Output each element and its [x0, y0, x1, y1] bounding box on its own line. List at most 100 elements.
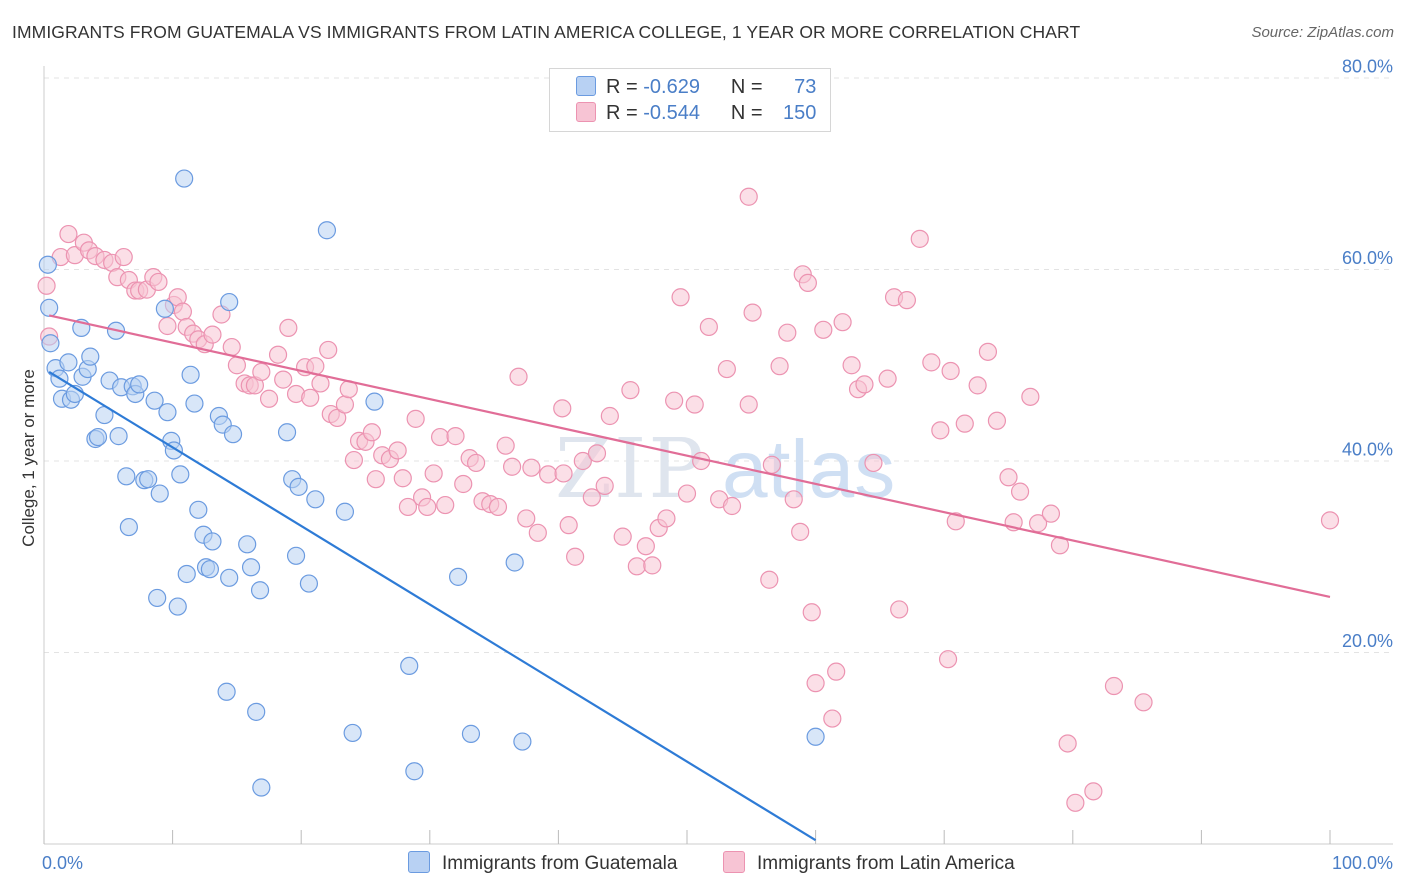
guatemala-point — [158, 403, 177, 422]
series-legend-guatemala: Immigrants from Guatemala — [408, 851, 677, 875]
latin-america-point — [388, 441, 407, 460]
guatemala-point — [139, 470, 158, 489]
latin-america-point — [595, 476, 614, 495]
latin-america-point — [1021, 387, 1040, 406]
guatemala-point — [150, 484, 169, 503]
latin-america-point — [827, 662, 846, 681]
latin-america-point — [582, 488, 601, 507]
latin-america-point — [978, 342, 998, 361]
y-axis-label: College, 1 year or more — [19, 369, 38, 547]
latin-america-point — [1134, 693, 1153, 712]
guatemala-point — [40, 298, 59, 317]
guatemala-point — [286, 546, 306, 565]
x-tick-labels: 0.0% 100.0% — [42, 853, 1393, 873]
guatemala-point — [88, 427, 108, 447]
guatemala-point — [335, 502, 355, 521]
trend-line-guatemala — [48, 371, 817, 842]
series-legend-swatch-pink — [723, 851, 745, 873]
latin-america-point — [671, 288, 690, 307]
latin-america-point — [627, 557, 646, 576]
latin-america-point — [922, 353, 941, 372]
latin-america-point — [301, 388, 320, 407]
latin-america-point — [600, 406, 619, 426]
guatemala-point — [238, 535, 257, 554]
axes — [43, 66, 1393, 845]
guatemala-point — [289, 477, 308, 496]
guatemala-point — [513, 732, 532, 751]
latin-america-point — [717, 359, 736, 379]
latin-america-point — [743, 303, 762, 322]
latin-america-point — [335, 395, 355, 414]
latin-america-point — [446, 427, 465, 446]
watermark: ZIP atlas — [555, 422, 895, 517]
series-guatemala-points — [38, 169, 825, 797]
guatemala-point — [405, 762, 424, 781]
latin-america-point — [454, 474, 473, 494]
latin-america-point — [931, 421, 950, 440]
chart-title: IMMIGRANTS FROM GUATEMALA VS IMMIGRANTS … — [12, 22, 1081, 42]
latin-america-point — [203, 325, 222, 344]
latin-america-point — [430, 427, 450, 447]
latin-america-point — [987, 411, 1007, 430]
latin-america-point — [393, 469, 412, 488]
latin-america-point — [418, 497, 437, 517]
guatemala-point — [223, 425, 243, 444]
latin-america-point — [279, 318, 298, 338]
latin-america-point — [1041, 504, 1061, 523]
latin-america-point — [739, 187, 758, 206]
latin-america-point — [791, 522, 810, 541]
x-tick-label: 100.0% — [1332, 853, 1393, 873]
guatemala-point — [220, 292, 239, 312]
latin-america-point — [833, 313, 852, 332]
latin-america-point — [677, 484, 697, 503]
latin-america-point — [319, 340, 338, 360]
series-latin-america-points — [37, 187, 1340, 812]
guatemala-point — [250, 581, 270, 600]
legend-row-guatemala: R = -0.629 N = 73 — [576, 76, 816, 100]
latin-america-point — [503, 457, 522, 476]
latin-america-point — [173, 302, 192, 321]
latin-america-point — [941, 361, 960, 381]
latin-america-point — [406, 409, 425, 428]
guatemala-point — [343, 723, 362, 743]
latin-america-point — [657, 509, 676, 528]
guatemala-point — [41, 334, 60, 353]
latin-america-point — [517, 509, 536, 528]
x-tick-label: 0.0% — [42, 853, 83, 873]
latin-america-point — [366, 470, 385, 489]
latin-america-point — [938, 650, 958, 669]
trend-lines — [48, 314, 1331, 842]
latin-america-point — [1104, 676, 1124, 696]
series-legend-label: Immigrants from Guatemala — [442, 853, 678, 874]
latin-america-point — [227, 356, 246, 375]
guatemala-point — [38, 255, 57, 274]
latin-america-point — [149, 272, 168, 292]
latin-america-point — [864, 453, 883, 473]
latin-america-point — [424, 464, 443, 483]
y-tick-label: 40.0% — [1342, 439, 1393, 459]
latin-america-point — [222, 337, 241, 357]
series-legend-label: Immigrants from Latin America — [757, 853, 1015, 874]
legend-swatch-blue — [576, 76, 596, 96]
correlation-legend: R = -0.629 N = 73 R = -0.544 N = 150 — [549, 68, 831, 132]
latin-america-point — [587, 444, 607, 463]
latin-america-point — [566, 547, 585, 566]
guatemala-point — [185, 394, 204, 413]
legend-r-value: -0.629 — [643, 76, 700, 98]
latin-america-point — [946, 512, 965, 531]
latin-america-point — [968, 376, 987, 395]
guatemala-point — [220, 568, 239, 587]
guatemala-point — [155, 299, 174, 318]
guatemala-point — [181, 365, 200, 384]
latin-america-point — [1066, 793, 1085, 812]
watermark-zip: ZIP — [555, 422, 706, 517]
guatemala-point — [81, 347, 100, 366]
legend-r-label: R = — [606, 76, 638, 98]
latin-america-point — [328, 408, 347, 428]
latin-america-point — [955, 414, 974, 433]
latin-america-point — [739, 395, 758, 414]
latin-america-point — [897, 291, 917, 310]
latin-america-point — [685, 395, 704, 414]
latin-america-point — [553, 399, 572, 418]
latin-america-point — [496, 436, 515, 455]
